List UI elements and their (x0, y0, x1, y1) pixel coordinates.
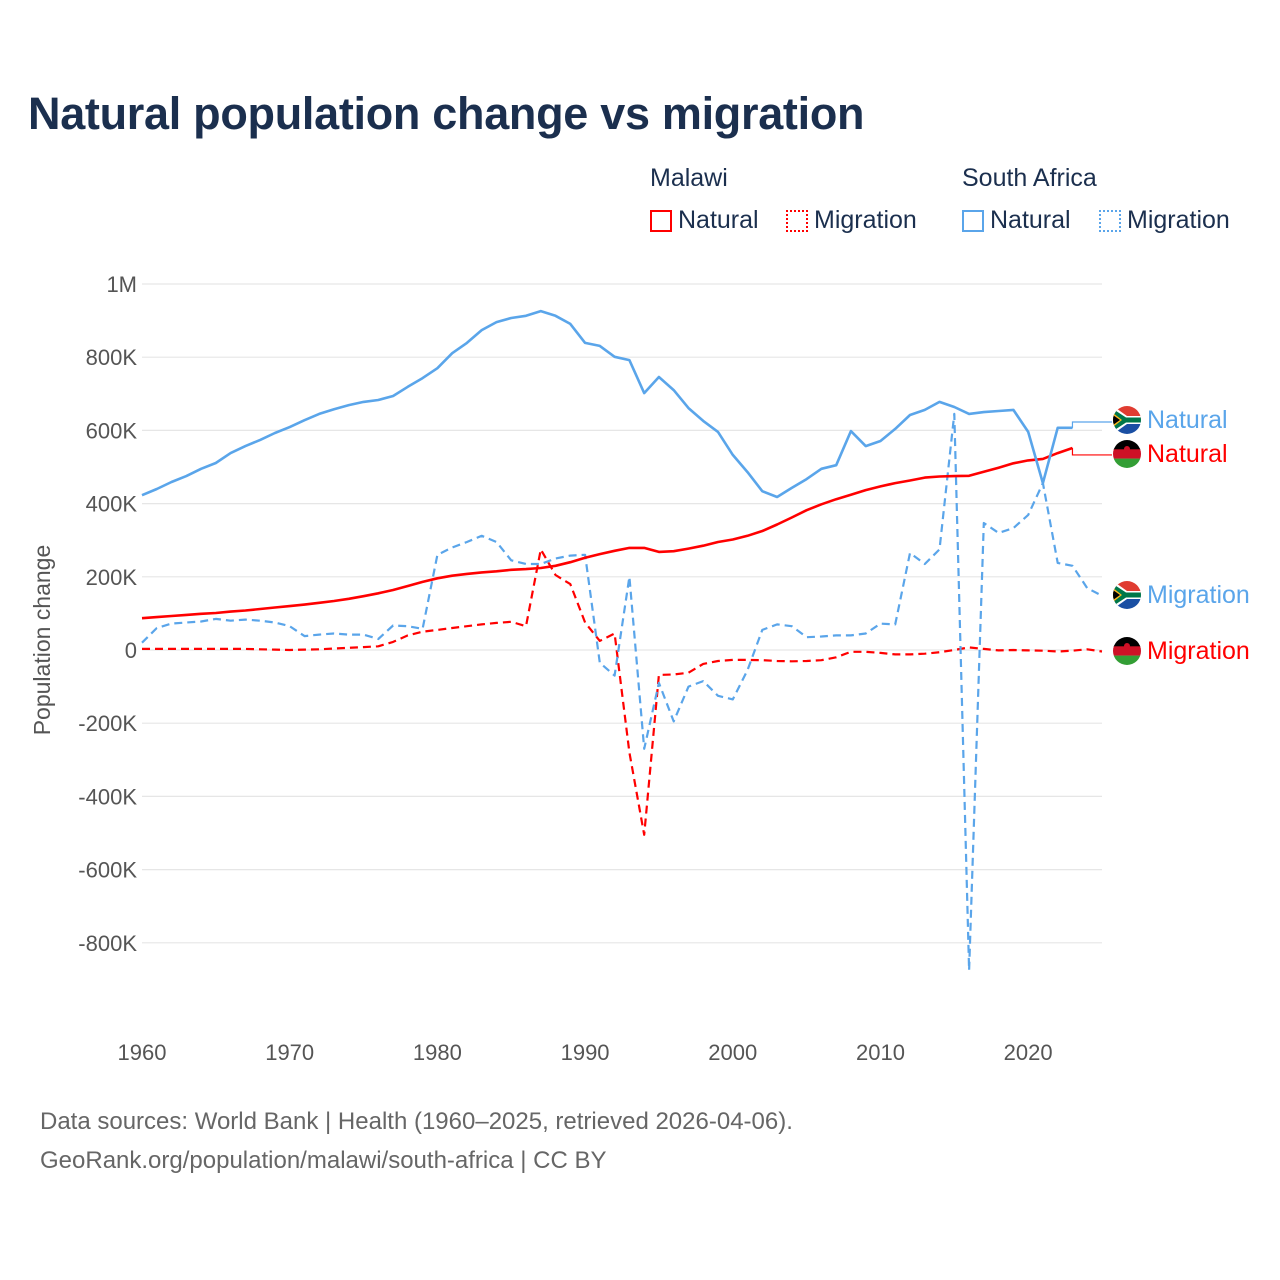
y-tick-label: -800K (78, 931, 137, 956)
x-tick-label: 1970 (265, 1040, 314, 1065)
series-line-south-africa-migration (141, 412, 1103, 972)
footer-sources: Data sources: World Bank | Health (1960–… (40, 1108, 793, 1135)
y-tick-label: 400K (86, 492, 138, 517)
gridlines (142, 283, 1102, 944)
legend-label: Migration (814, 206, 917, 234)
south-africa-flag-icon (1113, 581, 1141, 609)
legend-item-sa-migration[interactable]: Migration (1099, 206, 1230, 235)
y-tick-label: -400K (78, 784, 137, 809)
south-africa-flag-icon (1113, 406, 1141, 434)
footer-credit: GeoRank.org/population/malawi/south-afri… (40, 1147, 607, 1174)
series-lines (141, 309, 1112, 972)
y-axis-label: Population change (29, 545, 55, 736)
series-line-malawi-migration (142, 548, 1103, 836)
end-labels: Natural Natural Migration Migration (1147, 406, 1250, 665)
x-tick-label: 1990 (561, 1040, 610, 1065)
legend-group-malawi: Malawi (650, 164, 728, 192)
series-line-malawi-natural (141, 446, 1073, 620)
legend-group-south-africa: South Africa (962, 164, 1097, 192)
legend-label: Migration (1127, 206, 1230, 234)
x-tick-label: 1960 (118, 1040, 167, 1065)
label-connector (1071, 421, 1112, 428)
series-line-south-africa-natural (141, 309, 1073, 499)
y-tick-label: 200K (86, 565, 138, 590)
legend-item-sa-natural[interactable]: Natural (962, 206, 1071, 235)
end-label-malawi-natural: Natural (1147, 440, 1228, 468)
x-tick-label: 1980 (413, 1040, 462, 1065)
y-tick-label: 1M (106, 272, 137, 297)
label-connector (1071, 447, 1112, 456)
chart-title: Natural population change vs migration (28, 88, 865, 139)
malawi-flag-icon (1113, 637, 1141, 666)
legend-swatch-solid (650, 209, 672, 232)
legend-swatch-dotted (786, 209, 808, 232)
y-tick-label: -600K (78, 858, 137, 883)
x-tick-label: 2010 (856, 1040, 905, 1065)
legend-label: Natural (990, 206, 1071, 234)
y-tick-label: 600K (86, 418, 138, 443)
legend-item-malawi-migration[interactable]: Migration (786, 206, 917, 235)
y-axis-ticks: 1M 800K 600K 400K 200K 0 -200K -400K -600K -800K (78, 272, 137, 956)
legend-swatch-solid (962, 209, 984, 232)
legend-label: Natural (678, 206, 759, 234)
y-tick-label: 0 (125, 638, 137, 663)
x-tick-label: 2000 (708, 1040, 757, 1065)
y-tick-label: 800K (86, 345, 138, 370)
x-tick-label: 2020 (1004, 1040, 1053, 1065)
x-axis-ticks: 1960 1970 1980 1990 2000 2010 2020 (118, 1040, 1053, 1065)
end-label-sa-natural: Natural (1147, 406, 1228, 434)
y-tick-label: -200K (78, 711, 137, 736)
end-label-sa-migration: Migration (1147, 581, 1250, 609)
end-label-malawi-migration: Migration (1147, 637, 1250, 665)
legend-swatch-dotted (1099, 209, 1121, 232)
malawi-flag-icon (1113, 440, 1141, 469)
legend-item-malawi-natural[interactable]: Natural (650, 206, 759, 235)
